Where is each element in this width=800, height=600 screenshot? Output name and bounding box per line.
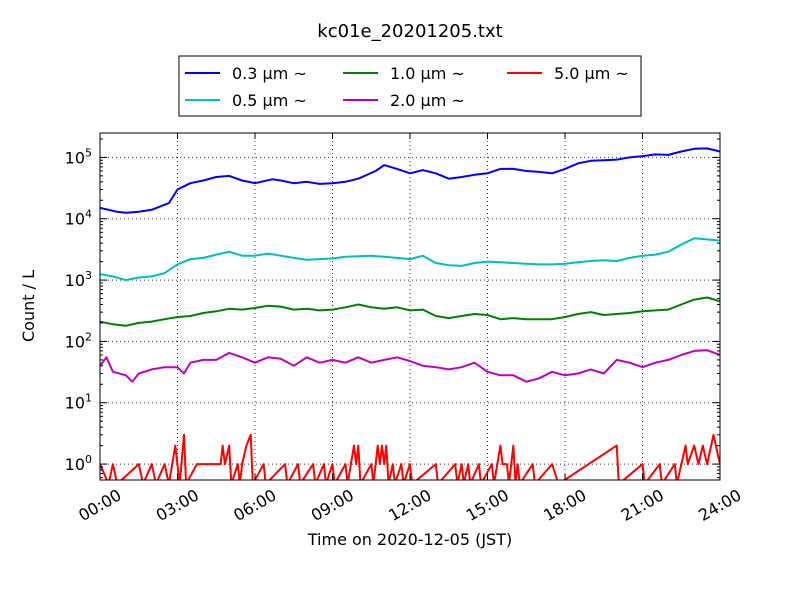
- y-tick-label: 100: [65, 453, 92, 474]
- chart-title: kc01e_20201205.txt: [317, 21, 502, 42]
- grid: [100, 133, 720, 480]
- y-axis-label: Count / L: [19, 270, 38, 342]
- x-tick-label: 21:00: [618, 485, 667, 525]
- series-line-2: [100, 296, 720, 327]
- legend-label-0: 0.3 μm ~: [232, 64, 307, 83]
- y-tick-label: 104: [65, 208, 92, 229]
- x-tick-label: 03:00: [153, 485, 202, 525]
- x-axis-label: Time on 2020-12-05 (JST): [307, 530, 512, 549]
- y-tick-label: 103: [65, 269, 92, 290]
- x-tick-label: 15:00: [463, 485, 512, 525]
- legend-label-3: 2.0 μm ~: [390, 91, 465, 110]
- x-tick-label: 24:00: [695, 485, 744, 525]
- y-tick-label: 101: [65, 392, 92, 413]
- legend-frame: [178, 55, 642, 117]
- y-tick-label: 105: [65, 146, 92, 167]
- series-line-0: [100, 147, 720, 214]
- x-tick-label: 06:00: [230, 485, 279, 525]
- x-tick-label: 09:00: [308, 485, 357, 525]
- legend-label-4: 5.0 μm ~: [554, 64, 629, 83]
- series-line-3: [100, 349, 720, 383]
- series-line-1: [100, 237, 720, 282]
- series-line-4: [100, 433, 720, 480]
- y-tick-label: 102: [65, 330, 92, 351]
- legend: 0.3 μm ~ 0.5 μm ~ 1.0 μm ~ 2.0 μm ~ 5.0 μm ~: [178, 55, 642, 117]
- legend-label-2: 1.0 μm ~: [390, 64, 465, 83]
- x-tick-label: 18:00: [540, 485, 589, 525]
- x-tick-label: 00:00: [75, 485, 124, 525]
- x-tick-label: 12:00: [385, 485, 434, 525]
- series-lines: [100, 147, 720, 480]
- legend-label-1: 0.5 μm ~: [232, 91, 307, 110]
